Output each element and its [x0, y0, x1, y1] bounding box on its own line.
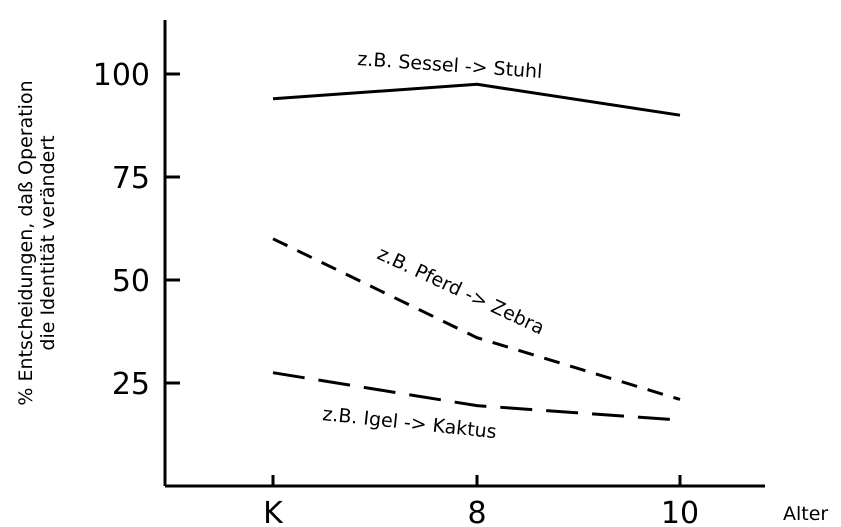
y-tick-label-50: 50 — [112, 264, 150, 299]
x-ticks: K 8 10 — [263, 475, 699, 527]
x-tick-label-1: 8 — [467, 496, 486, 527]
y-tick-label-75: 75 — [112, 161, 150, 196]
series-label-igel: z.B. Igel -> Kaktus — [321, 403, 497, 443]
y-axis-title-line1: % Entscheidungen, daß Operation — [15, 80, 37, 405]
y-axis-title-line2: die Identität verändert — [37, 135, 59, 350]
x-axis-title: Alter — [783, 503, 828, 525]
series-lines — [272, 82, 681, 422]
y-tick-label-100: 100 — [93, 58, 150, 93]
series-line-0 — [272, 82, 681, 117]
series-line-2 — [272, 371, 681, 422]
series-line-1 — [272, 237, 681, 401]
y-axis-title: % Entscheidungen, daß Operation die Iden… — [15, 80, 59, 405]
x-tick-label-0: K — [263, 496, 284, 527]
series-label-sessel: z.B. Sessel -> Stuhl — [357, 48, 543, 83]
x-tick-label-2: 10 — [661, 496, 699, 527]
y-tick-label-25: 25 — [112, 367, 150, 402]
series-label-pferd: z.B. Pferd -> Zebra — [374, 243, 548, 340]
y-ticks: 25 50 75 100 — [93, 58, 180, 402]
